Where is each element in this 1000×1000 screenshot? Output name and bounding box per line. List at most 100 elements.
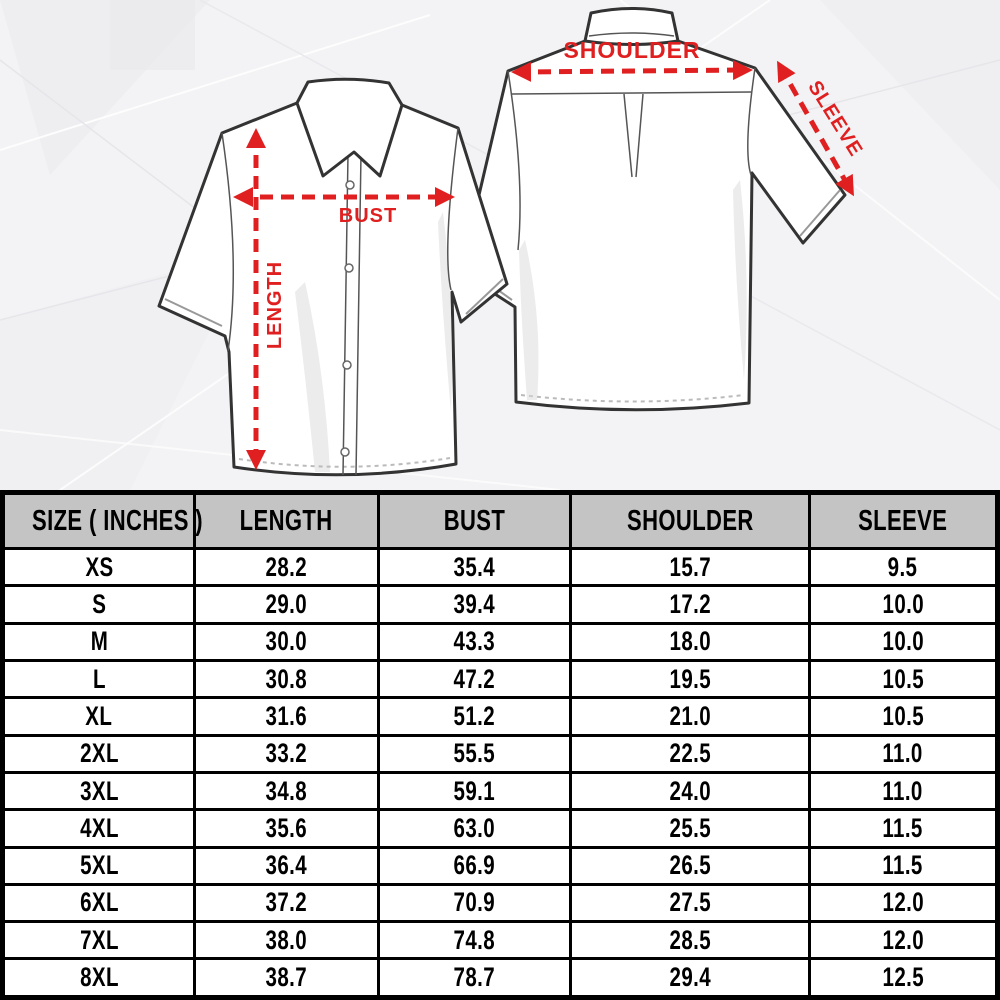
shoulder-cell: 18.0 — [569, 621, 811, 662]
armhole-seam-right — [747, 67, 756, 176]
front-shirt-illustration: BUST LENGTH — [157, 77, 509, 477]
bust-cell: 70.9 — [377, 882, 573, 924]
size-cell: 4XL — [0, 808, 197, 849]
shoulder-cell: 24.0 — [569, 770, 811, 812]
cuff-stitch-left — [164, 298, 223, 327]
length-label: LENGTH — [264, 261, 286, 349]
sleeve-cell: 11.0 — [807, 770, 1000, 812]
size-table-body: XS 28.2 35.4 15.7 9.5 S 29.0 39.4 17.2 1… — [0, 546, 1000, 999]
front-collar — [295, 77, 404, 178]
fold-shading — [519, 240, 539, 400]
bust-cell: 55.5 — [377, 733, 573, 774]
size-table-row: L 30.8 47.2 19.5 10.5 — [0, 658, 1000, 700]
button — [342, 360, 352, 370]
fold-shading — [438, 212, 452, 412]
size-table-row: 6XL 37.2 70.9 27.5 12.0 — [0, 882, 1000, 924]
size-cell: M — [0, 621, 197, 662]
length-cell: 38.7 — [193, 957, 381, 999]
column-header-length: LENGTH — [193, 491, 381, 550]
shoulder-cell: 17.2 — [569, 584, 811, 625]
length-cell: 37.2 — [193, 882, 381, 924]
size-cell: 7XL — [0, 920, 197, 961]
hem-stitch — [520, 394, 745, 403]
button — [345, 180, 355, 190]
length-cell: 34.8 — [193, 770, 381, 812]
bust-cell: 39.4 — [377, 584, 573, 625]
bust-cell: 78.7 — [377, 957, 573, 999]
bust-cell: 35.4 — [377, 546, 573, 588]
size-table: SIZE ( INCHES ) LENGTH BUST SHOULDER SLE… — [0, 490, 1000, 1000]
back-shirt-illustration: SHOULDER SLEEVE — [459, 7, 867, 412]
shoulder-cell: 27.5 — [569, 882, 811, 924]
button — [340, 447, 350, 457]
size-cell: XL — [0, 696, 197, 737]
length-cell: 36.4 — [193, 845, 381, 886]
length-cell: 30.8 — [193, 658, 381, 700]
shoulder-cell: 28.5 — [569, 920, 811, 961]
length-cell: 28.2 — [193, 546, 381, 588]
size-table-row: 3XL 34.8 59.1 24.0 11.0 — [0, 770, 1000, 812]
sleeve-arrow — [777, 60, 854, 197]
shoulder-arrow — [511, 60, 753, 82]
size-table-row: XL 31.6 51.2 21.0 10.5 — [0, 696, 1000, 737]
bust-cell: 43.3 — [377, 621, 573, 662]
bust-cell: 51.2 — [377, 696, 573, 737]
yoke-seam — [511, 91, 752, 95]
bust-cell: 74.8 — [377, 920, 573, 961]
armhole-seam-left — [507, 70, 521, 251]
sleeve-cell: 10.5 — [807, 658, 1000, 700]
bust-cell: 47.2 — [377, 658, 573, 700]
size-cell: L — [0, 658, 197, 700]
shoulder-cell: 26.5 — [569, 845, 811, 886]
length-cell: 33.2 — [193, 733, 381, 774]
length-cell: 38.0 — [193, 920, 381, 961]
size-cell: 6XL — [0, 882, 197, 924]
back-shirt-body — [459, 39, 847, 412]
button — [344, 263, 354, 273]
bust-cell: 66.9 — [377, 845, 573, 886]
size-table-row: 4XL 35.6 63.0 25.5 11.5 — [0, 808, 1000, 849]
sleeve-cell: 12.5 — [807, 957, 1000, 999]
size-table-row: M 30.0 43.3 18.0 10.0 — [0, 621, 1000, 662]
length-cell: 29.0 — [193, 584, 381, 625]
fold-shading — [733, 180, 747, 380]
column-header-sleeve: SLEEVE — [807, 491, 1000, 550]
sleeve-cell: 11.5 — [807, 845, 1000, 886]
back-pleat-right — [635, 93, 644, 178]
fold-shading — [295, 282, 330, 472]
column-header-shoulder: SHOULDER — [569, 491, 811, 550]
sleeve-cell: 11.5 — [807, 808, 1000, 849]
sleeve-cell: 12.0 — [807, 882, 1000, 924]
cuff-stitch-right — [799, 189, 841, 237]
shoulder-cell: 22.5 — [569, 733, 811, 774]
bust-label: BUST — [339, 205, 397, 227]
size-table-row: XS 28.2 35.4 15.7 9.5 — [0, 546, 1000, 588]
size-cell: 8XL — [0, 957, 197, 999]
bust-cell: 59.1 — [377, 770, 573, 812]
sleeve-cell: 11.0 — [807, 733, 1000, 774]
length-cell: 35.6 — [193, 808, 381, 849]
size-cell: 2XL — [0, 733, 197, 774]
size-table-row: 2XL 33.2 55.5 22.5 11.0 — [0, 733, 1000, 774]
shoulder-cell: 29.4 — [569, 957, 811, 999]
placket-edge — [355, 153, 362, 476]
sleeve-cell: 10.0 — [807, 621, 1000, 662]
size-cell: XS — [0, 546, 197, 588]
size-table-section: SIZE ( INCHES ) LENGTH BUST SHOULDER SLE… — [0, 490, 1000, 1000]
length-cell: 30.0 — [193, 621, 381, 662]
shoulder-label: SHOULDER — [563, 37, 700, 63]
back-collar — [583, 7, 680, 46]
size-table-row: 5XL 36.4 66.9 26.5 11.5 — [0, 845, 1000, 886]
size-cell: S — [0, 584, 197, 625]
column-header-size: SIZE ( INCHES ) — [0, 491, 203, 550]
shoulder-cell: 25.5 — [569, 808, 811, 849]
shoulder-cell: 15.7 — [569, 546, 811, 588]
length-cell: 31.6 — [193, 696, 381, 737]
shoulder-cell: 19.5 — [569, 658, 811, 700]
armhole-seam-left — [221, 132, 235, 352]
size-cell: 3XL — [0, 770, 197, 812]
size-table-header-row: SIZE ( INCHES ) LENGTH BUST SHOULDER SLE… — [0, 491, 1000, 550]
size-table-row: 7XL 38.0 74.8 28.5 12.0 — [0, 920, 1000, 961]
size-guide-diagram: SHOULDER SLEEVE BUST LENGTH — [0, 0, 1000, 490]
